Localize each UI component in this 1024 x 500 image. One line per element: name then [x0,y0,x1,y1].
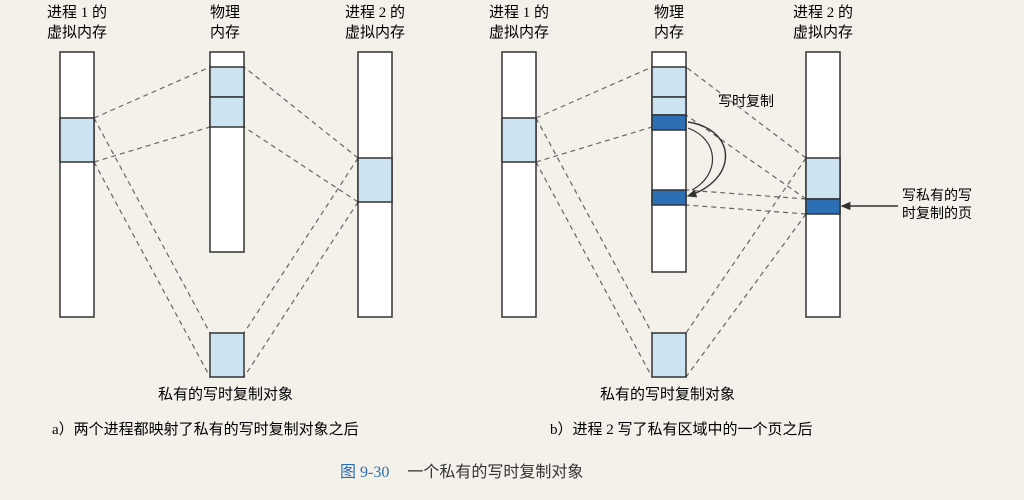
disk-label-a: 私有的写时复制对象 [158,383,293,404]
subcaption-b: b）进程 2 写了私有区域中的一个页之后 [550,418,813,439]
subcaption-a: a）两个进程都映射了私有的写时复制对象之后 [52,418,359,439]
figure-caption: 图 9-30 一个私有的写时复制对象 [340,458,583,482]
panel-b: 进程 1 的虚拟内存 物理内存 进程 2 的虚拟内存 [460,0,1020,440]
cow-label: 写时复制 [718,94,774,112]
panel-a: 进程 1 的虚拟内存 物理内存 进程 2 的虚拟内存 [10,0,440,440]
caption-text: 一个私有的写时复制对象 [407,464,583,481]
diagram-a [10,0,440,440]
caption-number: 图 9-30 [340,464,389,481]
disk-label-b: 私有的写时复制对象 [600,383,735,404]
cow-page-label: 写私有的写时复制的页 [902,188,1002,224]
